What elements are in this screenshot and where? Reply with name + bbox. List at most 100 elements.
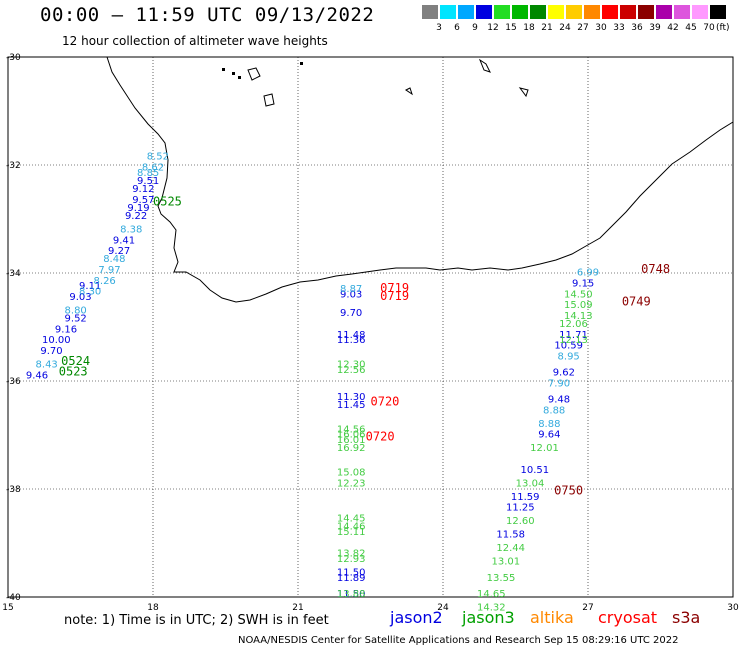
scale-label: 42 <box>667 23 679 33</box>
wave-height-value: 8.62 <box>142 162 164 173</box>
wave-height-value: 8.95 <box>558 351 580 362</box>
scale-label: 3 <box>436 23 442 33</box>
island-outline <box>247 58 529 107</box>
scale-label: 45 <box>685 23 697 33</box>
wave-height-value: 11.25 <box>506 503 535 514</box>
wave-height-value: 11.58 <box>496 530 525 541</box>
wave-height-value: 13.82 <box>337 549 366 560</box>
wave-height-value: 14.13 <box>564 311 593 322</box>
wave-height-value: 16.92 <box>337 443 366 454</box>
wave-height-value: 8.52 <box>147 152 169 163</box>
wave-height-value: 13.55 <box>487 573 516 584</box>
wave-height-value: 6.99 <box>577 268 599 279</box>
wave-height-value: 12.13 <box>559 335 588 346</box>
scale-swatch <box>566 5 582 19</box>
scale-swatch <box>602 5 618 19</box>
wave-height-value: 16.01 <box>337 435 366 446</box>
wave-height-value: 9.46 <box>26 370 48 381</box>
wave-height-value: 13.01 <box>492 557 521 568</box>
pass-time-label: 0719 <box>380 281 409 295</box>
wave-height-value: 11.30 <box>337 392 366 403</box>
scale-swatch <box>584 5 600 19</box>
wave-height-value: 9.16 <box>55 324 77 335</box>
lon-tick-label: 27 <box>582 603 593 613</box>
wave-height-value: 9.52 <box>65 314 87 325</box>
wave-height-value: 9.12 <box>132 184 154 195</box>
island-dot <box>300 62 303 65</box>
wave-height-value: 11.89 <box>337 573 366 584</box>
wave-height-value: 12.30 <box>337 360 366 371</box>
wave-height-value: 8.88 <box>538 419 560 430</box>
scale-swatch <box>458 5 474 19</box>
wave-height-value: 9.15 <box>572 279 594 290</box>
lat-tick-label: -40 <box>6 593 21 603</box>
lon-tick-label: 21 <box>292 603 303 613</box>
wave-height-value: 8.26 <box>94 276 116 287</box>
scale-swatch <box>512 5 528 19</box>
wave-height-value: 15.11 <box>337 527 366 538</box>
lat-tick-label: -34 <box>6 269 21 279</box>
scale-label: 33 <box>613 23 625 33</box>
satellite-legend-jason3: jason3 <box>462 608 515 627</box>
wave-height-value: 15.08 <box>337 468 366 479</box>
wave-height-value: 12.44 <box>496 543 525 554</box>
wave-height-value: 11.48 <box>337 330 366 341</box>
pass-time-label: 0719 <box>380 289 409 303</box>
map-frame <box>7 56 734 598</box>
wave-height-value: 9.57 <box>132 195 154 206</box>
wave-height-value: 10.51 <box>521 465 550 476</box>
wave-height-value: 12.23 <box>337 478 366 489</box>
wave-height-value: 11.71 <box>559 330 588 341</box>
satellite-legend-altika: altika <box>530 608 574 627</box>
scale-swatch <box>422 5 438 19</box>
satellite-legend-s3a: s3a <box>672 608 701 627</box>
credit-line: NOAA/NESDIS Center for Satellite Applica… <box>238 635 679 646</box>
pass-time-label: 0525 <box>153 195 182 209</box>
wave-height-value: 11.45 <box>337 400 366 411</box>
wave-height-value: 11.36 <box>337 335 366 346</box>
lon-tick-label: 15 <box>2 603 13 613</box>
wave-height-value: 9.48 <box>548 395 570 406</box>
lon-tick-label: 18 <box>147 603 159 613</box>
wave-height-value: 8.43 <box>36 360 58 371</box>
wave-height-value: 12.06 <box>559 319 588 330</box>
scale-label: 27 <box>577 23 589 33</box>
wave-height-value: 8.85 <box>137 168 159 179</box>
wave-height-value: 14.46 <box>337 522 366 533</box>
wave-height-value: 11.59 <box>511 492 540 503</box>
wave-height-values: 9.129.199.419.279.119.039.529.1610.009.7… <box>26 152 599 614</box>
scale-label: 70 <box>703 23 715 33</box>
lat-tick-label: -38 <box>6 485 21 495</box>
pass-time-label: 0523 <box>59 365 88 379</box>
scale-label: 6 <box>454 23 460 33</box>
lon-tick-label: 24 <box>437 603 449 613</box>
wave-height-value: 7.97 <box>98 265 120 276</box>
pass-time-label: 0748 <box>641 262 670 276</box>
scale-swatch <box>530 5 546 19</box>
lat-tick-label: -36 <box>6 377 21 387</box>
wave-height-value: 8.48 <box>103 254 125 265</box>
wave-height-value: 12.01 <box>530 443 559 454</box>
coastline <box>106 56 734 303</box>
wave-height-value: 11.50 <box>337 589 366 600</box>
scale-label: 21 <box>541 23 553 33</box>
wave-height-value: 16.06 <box>337 430 366 441</box>
scale-unit-label: (ft) <box>716 23 730 33</box>
wave-height-value: 9.22 <box>125 211 147 222</box>
wave-height-value: 8.30 <box>79 287 101 298</box>
wave-height-value: 7.90 <box>548 378 570 389</box>
scale-label: 24 <box>559 23 571 33</box>
scale-label: 18 <box>523 23 535 33</box>
wave-height-value: 10.00 <box>42 335 71 346</box>
scale-label: 12 <box>487 23 499 33</box>
wave-height-value: 14.32 <box>477 603 506 614</box>
wave-height-value: 9.70 <box>40 346 62 357</box>
wave-height-value: 10.59 <box>554 341 583 352</box>
scale-label: 39 <box>649 23 661 33</box>
wave-height-value: 9.41 <box>113 235 135 246</box>
wave-height-value: 9.03 <box>69 292 91 303</box>
island-dot <box>238 76 241 79</box>
wave-height-value: 15.09 <box>564 300 593 311</box>
wave-height-value: 11.50 <box>337 567 366 578</box>
